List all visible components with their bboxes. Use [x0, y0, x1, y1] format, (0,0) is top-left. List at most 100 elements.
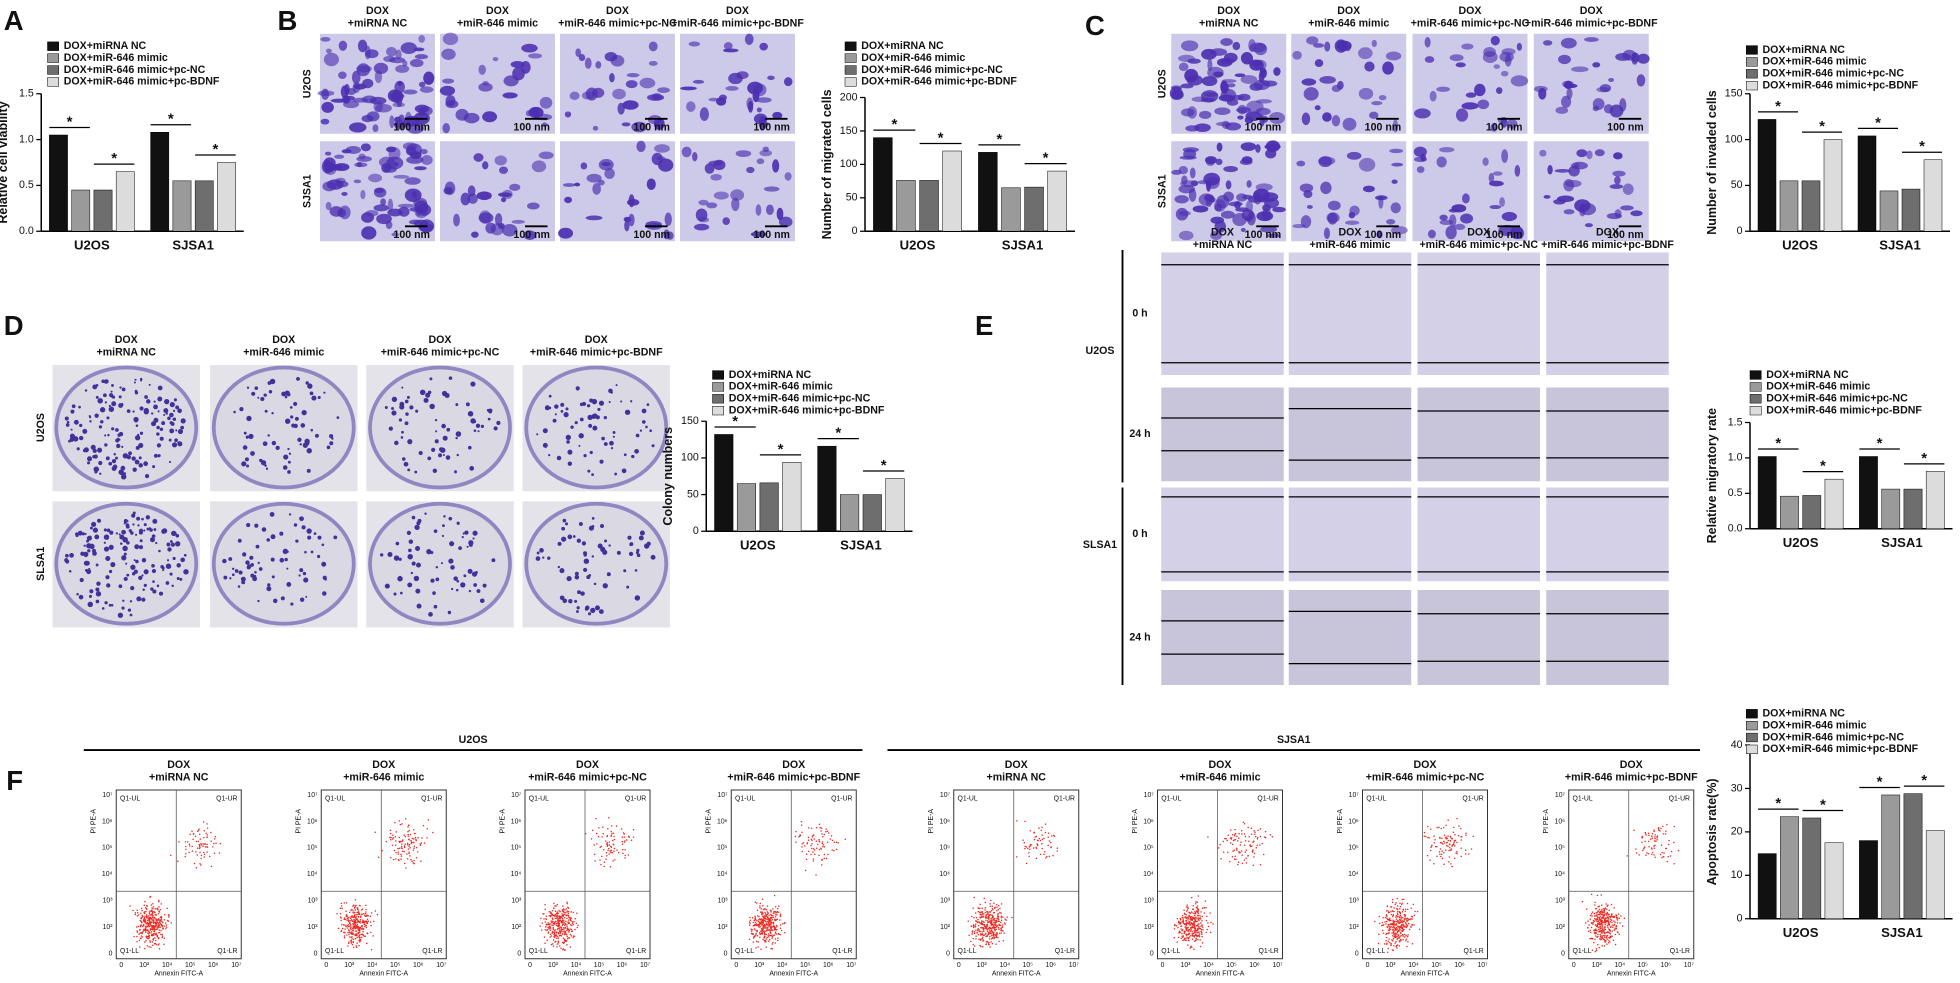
flow-x-label: Annexin FITC-A — [1401, 971, 1450, 978]
event-dot — [770, 911, 772, 913]
wound-image — [1288, 590, 1412, 685]
event-dot — [979, 939, 982, 941]
colony — [271, 412, 274, 415]
condition-header: DOX — [1596, 226, 1619, 238]
flow-y-tick: 10³ — [103, 898, 114, 905]
colony — [108, 569, 113, 574]
event-dot — [766, 905, 769, 907]
cell-stain — [1498, 225, 1516, 237]
event-dot — [999, 911, 1001, 914]
event-dot — [567, 919, 570, 921]
event-dot — [1188, 911, 1190, 914]
event-dot — [1004, 923, 1006, 925]
event-dot — [1254, 831, 1256, 834]
cell-stain — [1427, 229, 1436, 239]
cell-stain — [1210, 216, 1225, 224]
event-dot — [1398, 926, 1401, 928]
event-dot — [986, 924, 989, 927]
event-dot — [1253, 830, 1255, 832]
event-dot — [1385, 909, 1388, 912]
cell-stain — [383, 55, 396, 63]
colony — [138, 545, 144, 550]
colony — [83, 551, 89, 557]
colony — [631, 454, 635, 459]
event-dot — [1619, 922, 1621, 924]
colony — [144, 473, 150, 479]
event-dot — [1184, 916, 1186, 918]
cell-stain — [1191, 96, 1208, 103]
colony — [143, 569, 149, 575]
event-dot — [1391, 938, 1393, 941]
event-dot — [1393, 930, 1395, 932]
colony — [304, 550, 307, 554]
event-dot — [1400, 934, 1402, 937]
flow-plot — [730, 789, 857, 960]
event-dot — [1450, 863, 1452, 865]
wound-image — [1288, 252, 1412, 375]
event-dot — [365, 920, 368, 923]
colony — [245, 435, 249, 439]
flow-plot — [320, 789, 447, 960]
event-dot — [213, 842, 215, 845]
event-dot — [154, 918, 156, 920]
event-dot — [557, 912, 559, 915]
colony — [176, 576, 180, 580]
event-dot — [818, 854, 820, 856]
colony — [120, 465, 126, 471]
flow-y-tick: 10⁷ — [102, 792, 113, 799]
flow-x-tick: 10⁶ — [1454, 962, 1465, 969]
flow-x-label: Annexin FITC-A — [154, 971, 203, 978]
cell-stain — [418, 81, 426, 88]
event-dot — [554, 923, 556, 925]
event-dot — [771, 916, 773, 919]
event-dot — [398, 820, 401, 822]
event-dot — [569, 918, 572, 921]
event-dot — [553, 929, 556, 931]
condition-header: DOX — [1005, 759, 1028, 771]
event-dot — [392, 836, 395, 839]
event-dot — [151, 941, 154, 943]
cell-stain — [1489, 205, 1502, 210]
event-dot — [1660, 844, 1663, 846]
event-dot — [795, 830, 797, 833]
event-dot — [822, 844, 825, 846]
event-dot — [144, 919, 146, 921]
event-dot — [411, 860, 413, 863]
event-dot — [810, 838, 813, 840]
event-dot — [156, 934, 159, 937]
quadrant-label: Q1-LR — [1259, 948, 1279, 955]
wound-image — [1161, 252, 1284, 375]
event-dot — [556, 928, 559, 931]
event-dot — [763, 919, 765, 921]
event-dot — [1605, 931, 1608, 934]
cell-stain — [373, 187, 387, 198]
event-dot — [157, 922, 160, 925]
event-dot — [156, 907, 159, 909]
event-dot — [1200, 928, 1203, 931]
event-dot — [801, 846, 803, 848]
event-dot — [1389, 928, 1392, 930]
event-dot — [1595, 918, 1597, 921]
event-dot — [613, 835, 615, 838]
event-dot — [144, 900, 146, 903]
cell-stain — [1187, 106, 1198, 119]
event-dot — [561, 913, 563, 915]
event-dot — [1388, 918, 1391, 921]
colony — [411, 515, 416, 520]
condition-header: +miRNA NC — [97, 346, 157, 358]
event-dot — [771, 929, 774, 931]
event-dot — [1056, 850, 1058, 852]
event-dot — [219, 842, 222, 845]
event-dot — [408, 843, 411, 846]
event-dot — [1178, 931, 1181, 933]
event-dot — [566, 935, 568, 938]
colony — [106, 416, 110, 420]
cell-stain — [1555, 106, 1569, 114]
colony — [399, 404, 405, 410]
colony — [167, 547, 172, 552]
colony — [329, 441, 334, 446]
event-dot — [1196, 910, 1199, 913]
colony — [287, 470, 291, 474]
event-dot — [1603, 945, 1606, 947]
colony — [138, 528, 144, 534]
